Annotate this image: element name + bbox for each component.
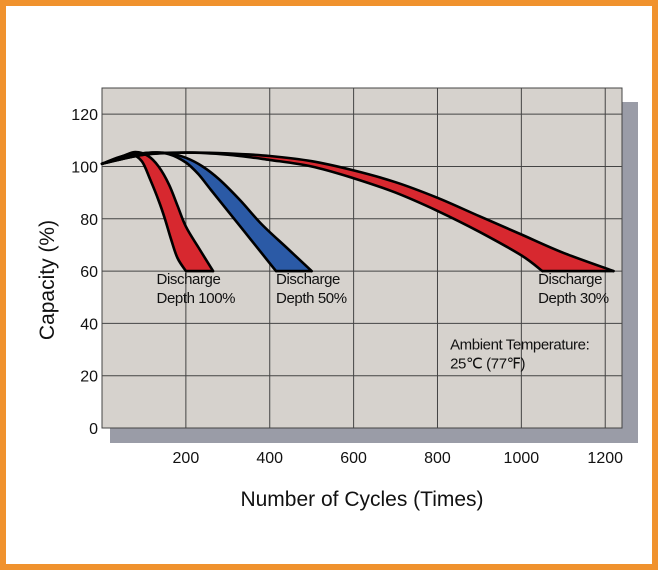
grid-lines [102,88,622,428]
band-3 [102,152,614,272]
x-axis-title: Number of Cycles (Times) [240,488,483,511]
y-tick-0: 0 [89,421,98,438]
y-tick-20: 20 [80,369,98,386]
chart-curves [100,150,615,273]
y-axis-title: Capacity (%) [36,220,59,340]
band-2 [102,152,312,272]
x-tick-600: 600 [340,450,367,467]
annotation-4-line-2: 25℃ (77℉) [450,356,525,373]
capacity-cycles-chart: 200 400 600 800 1000 1200 0 20 40 60 80 100 120 Dis… [36,87,638,511]
x-tick-1000: 1000 [504,450,540,467]
annotation-1-line-2: Depth 100% [157,290,236,307]
y-tick-60: 60 [80,264,98,281]
y-tick-40: 40 [80,316,98,333]
x-tick-1200: 1200 [587,450,623,467]
chart-annotations: Discharge Depth 100% Discharge Depth 50% Dis… [157,271,610,373]
annotation-4-line-1: Ambient Temperature: [450,337,589,354]
y-tick-120: 120 [71,107,98,124]
y-tick-80: 80 [80,212,98,229]
y-tick-100: 100 [71,159,98,176]
x-tick-200: 200 [173,450,200,467]
curve-lower-3 [100,151,544,273]
annotation-2-line-2: Depth 50% [276,290,347,307]
chart-bands [102,152,614,272]
x-tick-800: 800 [424,450,451,467]
band-1 [102,152,214,272]
curve-lower-2 [100,151,278,273]
annotation-3-line-2: Depth 30% [538,290,609,307]
x-tick-labels: 200 400 600 800 1000 1200 [173,450,624,467]
x-tick-400: 400 [256,450,283,467]
annotation-2-line-1: Discharge [276,271,340,288]
annotation-3-line-1: Discharge [538,271,602,288]
annotation-1-line-1: Discharge [157,271,221,288]
y-tick-labels: 0 20 40 60 80 100 120 [71,107,98,438]
